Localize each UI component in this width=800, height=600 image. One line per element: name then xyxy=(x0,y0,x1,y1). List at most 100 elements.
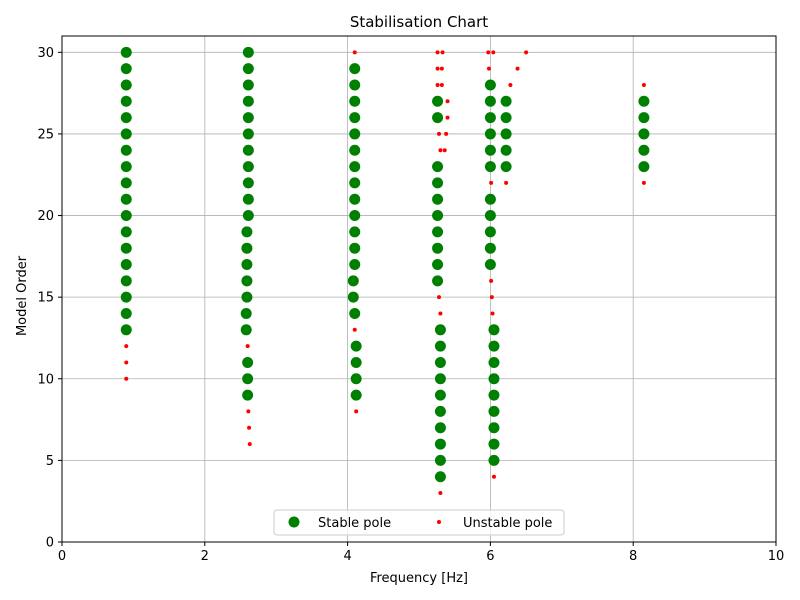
stable-pole-point xyxy=(120,112,132,124)
stable-pole-point xyxy=(434,471,446,483)
chart-title: Stabilisation Chart xyxy=(350,13,488,31)
unstable-pole-point xyxy=(124,344,129,349)
unstable-pole-point xyxy=(440,50,445,55)
stable-pole-point xyxy=(120,226,132,238)
unstable-pole-series xyxy=(124,50,646,496)
y-tick-label: 15 xyxy=(37,291,54,306)
unstable-pole-point xyxy=(247,442,252,447)
stable-pole-point xyxy=(484,242,496,254)
y-tick-label: 20 xyxy=(37,209,54,224)
stable-pole-point xyxy=(638,95,650,107)
stable-pole-point xyxy=(500,128,512,140)
legend: Stable pole Unstable pole xyxy=(273,509,565,536)
y-tick-label: 10 xyxy=(37,372,54,387)
stable-pole-point xyxy=(241,259,253,271)
unstable-pole-point xyxy=(491,50,496,55)
stable-pole-point xyxy=(349,112,361,124)
unstable-pole-point xyxy=(641,180,646,185)
stable-pole-point xyxy=(349,79,361,91)
unstable-pole-point xyxy=(438,311,443,316)
stable-pole-point xyxy=(349,226,361,238)
stable-pole-point xyxy=(347,291,359,303)
unstable-pole-point xyxy=(445,99,450,104)
stable-pole-point xyxy=(349,144,361,156)
unstable-pole-point xyxy=(524,50,529,55)
x-axis-ticks: 0 2 4 6 8 10 xyxy=(58,542,784,564)
stable-pole-point xyxy=(432,177,444,189)
stable-pole-point xyxy=(638,112,650,124)
stable-pole-point xyxy=(120,79,132,91)
y-axis-label: Model Order xyxy=(15,255,30,336)
unstable-pole-point xyxy=(489,278,494,283)
stable-pole-point xyxy=(120,46,132,58)
y-axis-ticks: 0 5 10 15 20 25 30 xyxy=(37,46,62,551)
unstable-pole-point xyxy=(486,66,491,71)
unstable-pole-point xyxy=(124,376,129,381)
stable-pole-point xyxy=(638,161,650,173)
stable-pole-point xyxy=(432,275,444,287)
stable-pole-point xyxy=(484,226,496,238)
stable-pole-point xyxy=(349,242,361,254)
stable-pole-point xyxy=(432,242,444,254)
stable-pole-point xyxy=(350,356,362,368)
stable-pole-point xyxy=(500,112,512,124)
stable-pole-point xyxy=(488,356,500,368)
stable-pole-point xyxy=(349,307,361,319)
unstable-pole-point xyxy=(504,180,509,185)
unstable-pole-point xyxy=(436,131,441,136)
stable-pole-point xyxy=(484,161,496,173)
legend-unstable-label: Unstable pole xyxy=(463,516,552,531)
stable-pole-point xyxy=(432,112,444,124)
stable-pole-point xyxy=(350,373,362,385)
stable-pole-point xyxy=(349,177,361,189)
legend-stable-label: Stable pole xyxy=(318,516,391,531)
stable-pole-point xyxy=(484,79,496,91)
stable-pole-point xyxy=(349,128,361,140)
stable-pole-point xyxy=(488,373,500,385)
x-tick-label: 4 xyxy=(343,549,351,564)
stable-pole-point xyxy=(120,210,132,222)
stable-pole-point xyxy=(241,291,253,303)
stable-pole-point xyxy=(349,63,361,75)
stable-pole-point xyxy=(120,128,132,140)
unstable-pole-point xyxy=(444,131,449,136)
stable-pole-series xyxy=(120,46,650,483)
stable-pole-point xyxy=(242,161,254,173)
unstable-pole-point xyxy=(445,115,450,120)
stable-pole-point xyxy=(432,193,444,205)
stable-pole-point xyxy=(120,95,132,107)
unstable-pole-point xyxy=(641,82,646,87)
stable-pole-point xyxy=(434,438,446,450)
stable-pole-point xyxy=(120,307,132,319)
unstable-pole-point xyxy=(246,409,251,414)
stable-pole-point xyxy=(242,144,254,156)
x-tick-label: 2 xyxy=(201,549,209,564)
stable-pole-point xyxy=(432,95,444,107)
stable-pole-point xyxy=(488,389,500,401)
stable-pole-point xyxy=(484,210,496,222)
stable-pole-point xyxy=(484,193,496,205)
unstable-pole-point xyxy=(439,82,444,87)
stable-pole-point xyxy=(349,95,361,107)
stable-pole-point xyxy=(500,95,512,107)
stable-pole-point xyxy=(434,340,446,352)
unstable-pole-point xyxy=(508,82,513,87)
stable-pole-point xyxy=(242,389,254,401)
stable-pole-point xyxy=(484,144,496,156)
stable-pole-point xyxy=(434,454,446,466)
stable-pole-point xyxy=(242,210,254,222)
x-tick-label: 6 xyxy=(486,549,494,564)
stable-pole-point xyxy=(432,226,444,238)
stable-pole-point xyxy=(120,63,132,75)
stable-pole-point xyxy=(349,193,361,205)
legend-box xyxy=(273,509,565,536)
stable-pole-point xyxy=(242,177,254,189)
stable-pole-point xyxy=(120,177,132,189)
stable-pole-point xyxy=(242,79,254,91)
unstable-pole-point xyxy=(438,148,443,153)
unstable-pole-point xyxy=(436,295,441,300)
unstable-pole-point xyxy=(442,148,447,153)
stable-pole-point xyxy=(488,324,500,336)
unstable-pole-point xyxy=(352,50,357,55)
